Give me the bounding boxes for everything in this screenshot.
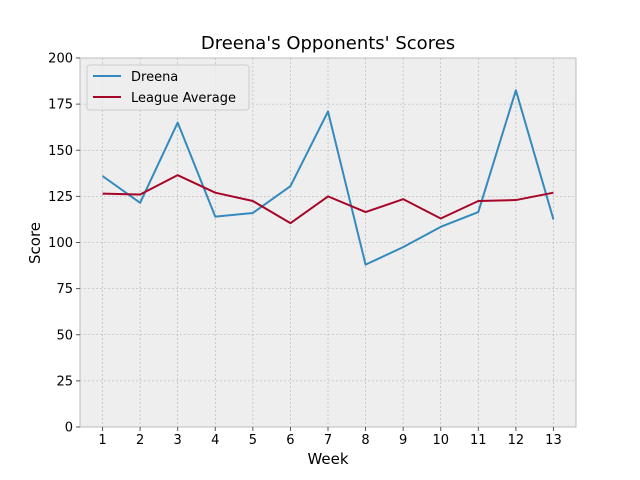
legend: Dreena League Average bbox=[86, 64, 250, 111]
x-tick-label: 5 bbox=[249, 433, 257, 448]
y-axis-label: Score bbox=[26, 222, 44, 264]
y-tick-label: 125 bbox=[48, 190, 73, 205]
x-tick-label: 12 bbox=[508, 433, 525, 448]
x-tick-label: 7 bbox=[324, 433, 332, 448]
x-tick-label: 1 bbox=[98, 433, 106, 448]
y-tick-label: 175 bbox=[48, 98, 73, 113]
x-tick-label: 3 bbox=[174, 433, 182, 448]
x-tick-label: 9 bbox=[399, 433, 407, 448]
y-tick-label: 200 bbox=[48, 52, 73, 67]
y-axis: 0 25 50 75 100 125 150 175 200 bbox=[48, 52, 80, 436]
series-line-dreena bbox=[101, 89, 555, 266]
chart-title: Dreena's Opponents' Scores bbox=[201, 33, 455, 54]
series-line-league-average bbox=[102, 174, 554, 225]
legend-label-league-average: League Average bbox=[131, 91, 236, 106]
x-tick-label: 10 bbox=[432, 433, 449, 448]
x-axis: 1 2 3 4 5 6 7 8 9 10 11 12 13 bbox=[98, 427, 562, 448]
y-tick-label: 50 bbox=[56, 328, 73, 343]
y-tick-label: 75 bbox=[56, 282, 73, 297]
series-layer bbox=[101, 89, 555, 266]
x-tick-label: 13 bbox=[545, 433, 562, 448]
x-tick-label: 2 bbox=[136, 433, 144, 448]
x-tick-label: 8 bbox=[361, 433, 369, 448]
y-tick-label: 100 bbox=[48, 236, 73, 251]
y-tick-label: 0 bbox=[65, 421, 73, 436]
legend-label-dreena: Dreena bbox=[131, 70, 178, 85]
x-tick-label: 6 bbox=[286, 433, 294, 448]
x-tick-label: 4 bbox=[211, 433, 219, 448]
grid bbox=[80, 57, 576, 428]
x-axis-label: Week bbox=[307, 450, 348, 468]
y-tick-label: 25 bbox=[56, 374, 73, 389]
y-tick-label: 150 bbox=[48, 144, 73, 159]
x-tick-label: 11 bbox=[470, 433, 487, 448]
legend-frame bbox=[86, 64, 250, 111]
